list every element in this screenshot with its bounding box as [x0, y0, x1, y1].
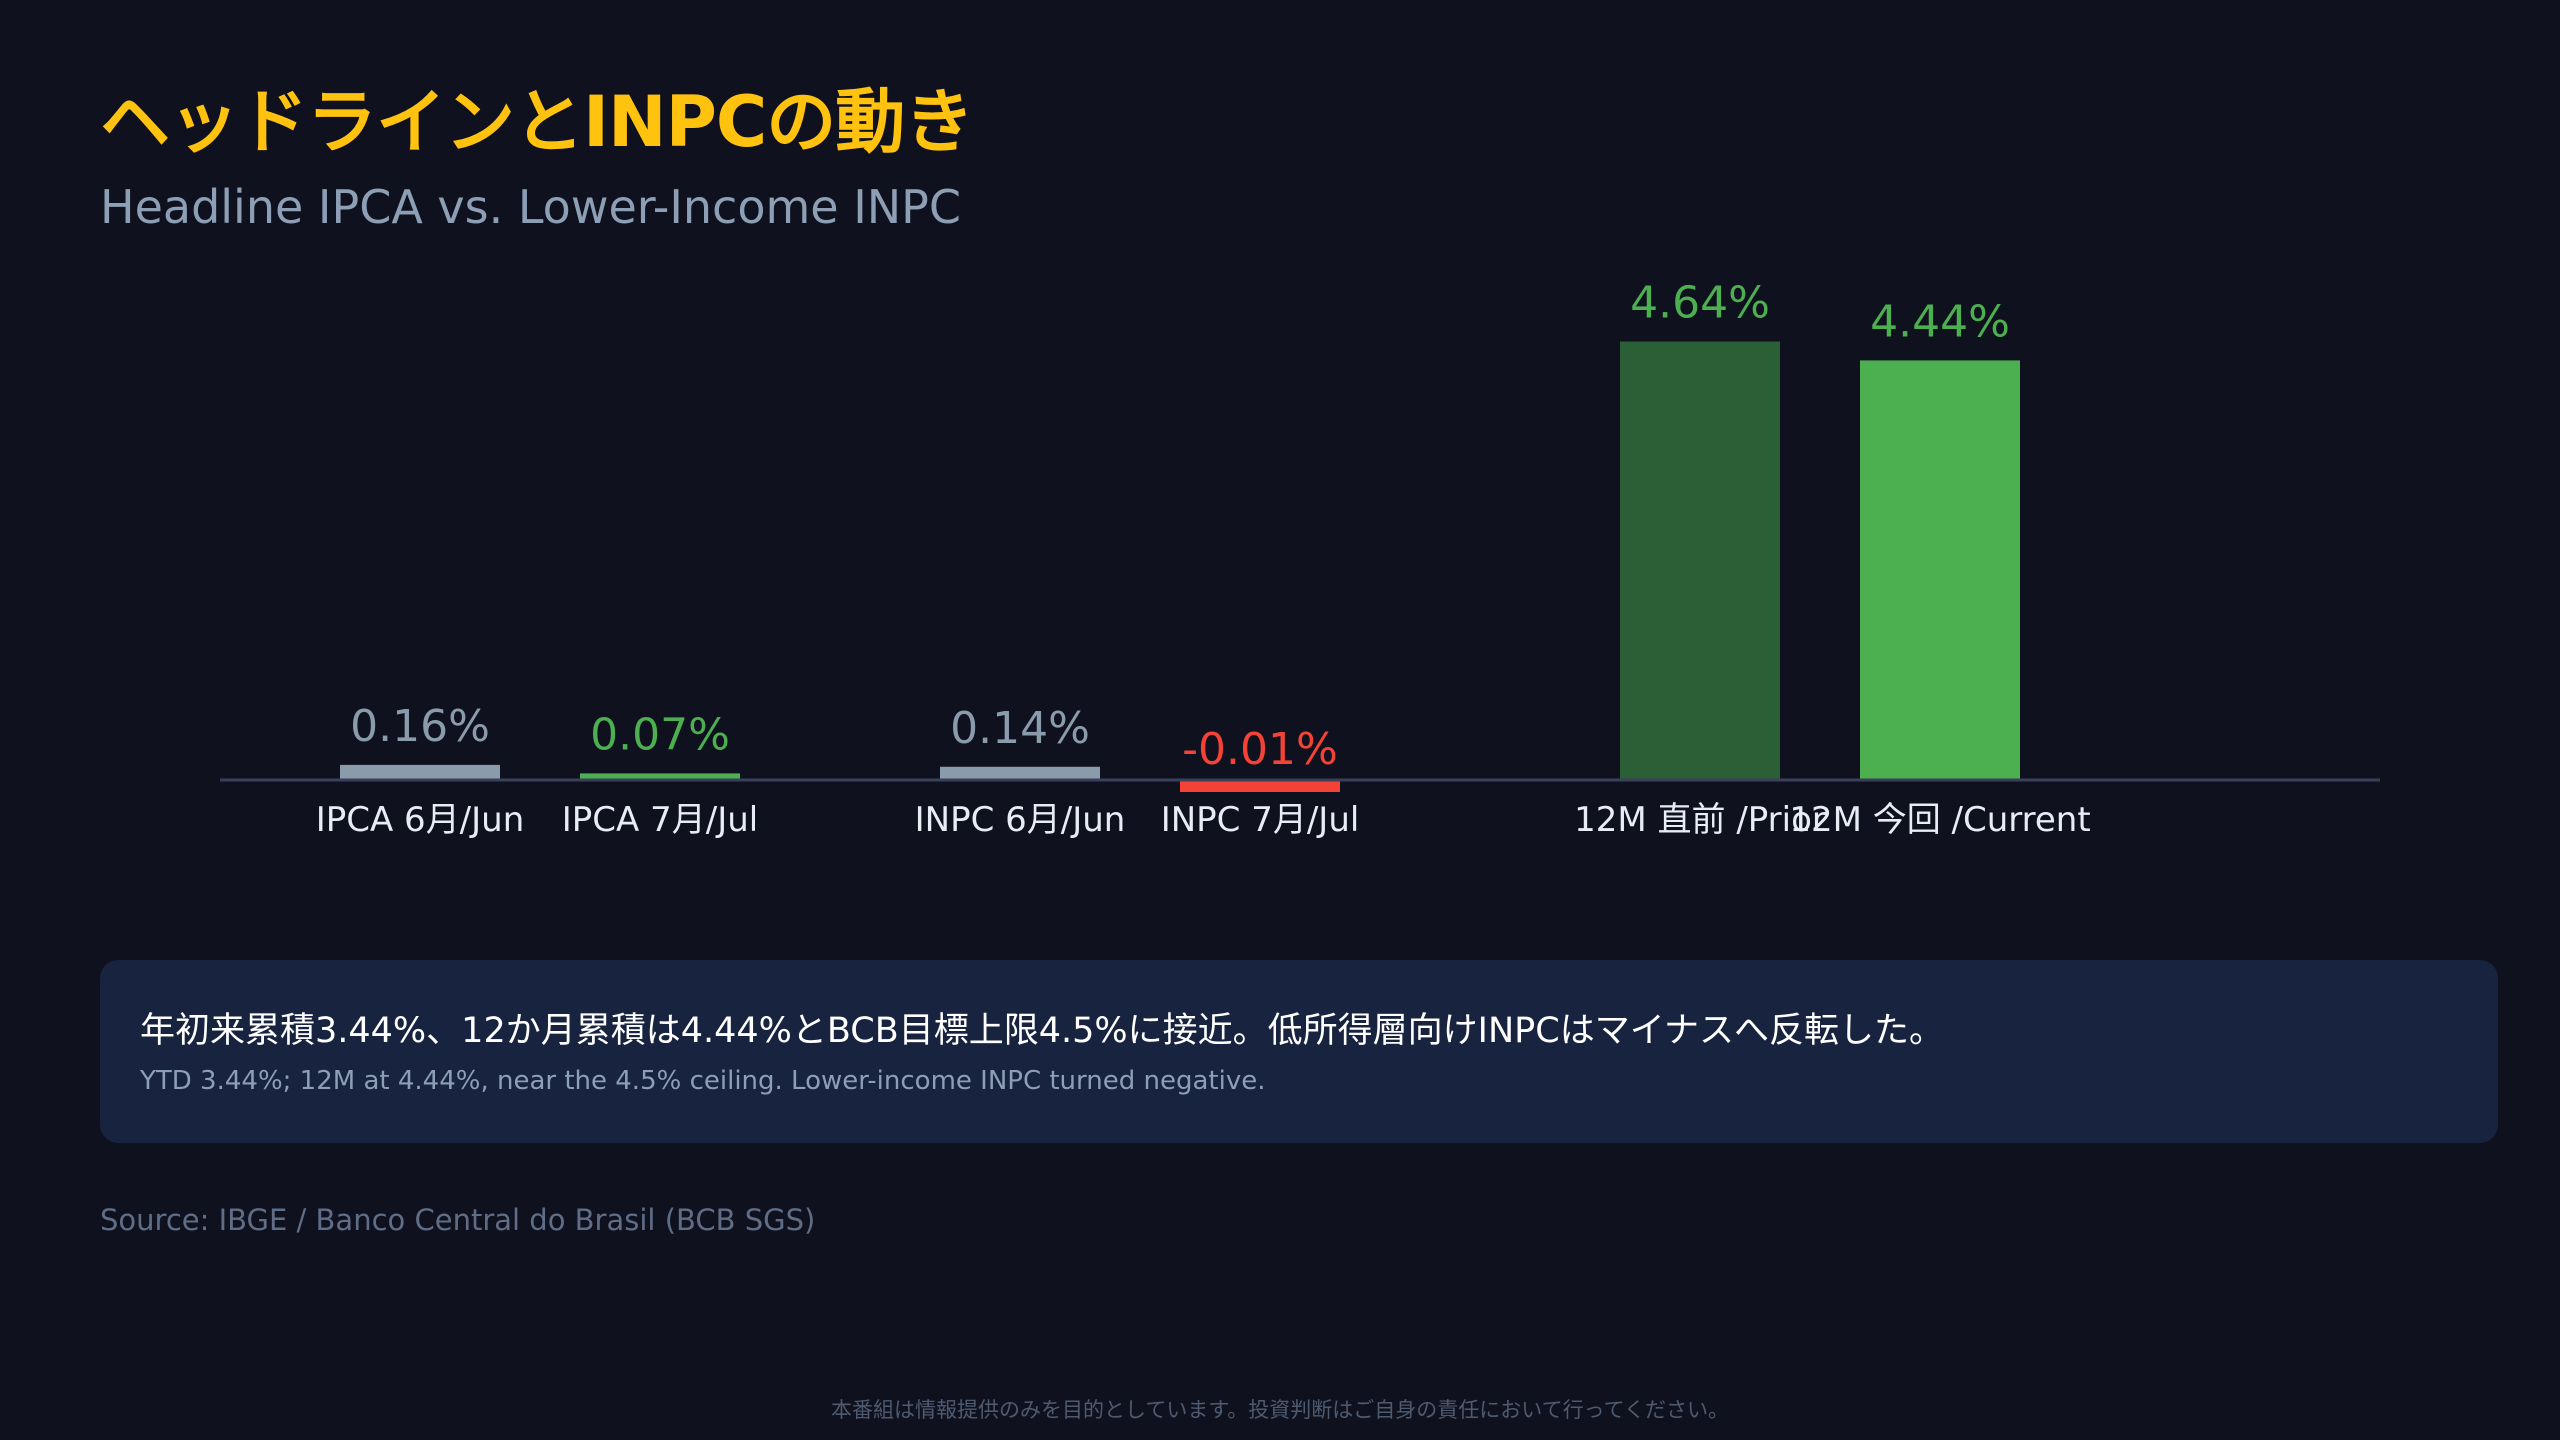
summary-box: 年初来累積3.44%、12か月累積は4.44%とBCB目標上限4.5%に接近。低… — [100, 960, 2498, 1143]
bar-4 — [1180, 780, 1340, 792]
summary-text-en: YTD 3.44%; 12M at 4.44%, near the 4.5% c… — [140, 1066, 1266, 1096]
bar-3 — [940, 766, 1100, 780]
bar-6 — [1860, 360, 2020, 780]
source-note: Source: IBGE / Banco Central do Brasil (… — [100, 1203, 816, 1237]
value-label-1: 0.16% — [350, 701, 490, 752]
category-label-6: 12M 今回 /Current — [1789, 800, 2090, 840]
value-label-4: -0.01% — [1182, 724, 1338, 775]
category-label-3: INPC 6月/Jun — [915, 800, 1126, 840]
bar-1 — [340, 764, 500, 780]
value-label-6: 4.44% — [1870, 296, 2010, 347]
value-label-3: 0.14% — [950, 703, 1090, 754]
value-label-2: 0.07% — [590, 709, 730, 760]
category-label-2: IPCA 7月/Jul — [562, 800, 758, 840]
value-label-5: 4.64% — [1630, 278, 1770, 329]
summary-text-ja: 年初来累積3.44%、12か月累積は4.44%とBCB目標上限4.5%に接近。低… — [140, 1011, 1945, 1051]
bar-5 — [1620, 341, 1780, 780]
bar-chart: 0.16% IPCA 6月/Jun 0.07% IPCA 7月/Jul 0.14% INP… — [220, 278, 2380, 840]
category-label-4: INPC 7月/Jul — [1161, 800, 1360, 840]
bar-2 — [580, 773, 740, 780]
page-title: ヘッドラインとINPCの動き — [100, 81, 974, 163]
category-label-5: 12M 直前 /Prior — [1574, 800, 1826, 840]
category-label-1: IPCA 6月/Jun — [316, 800, 525, 840]
disclaimer: 本番組は情報提供のみを目的としています。投資判断はご自身の責任において行ってくだ… — [831, 1398, 1729, 1422]
page-subtitle: Headline IPCA vs. Lower-Income INPC — [100, 180, 962, 234]
